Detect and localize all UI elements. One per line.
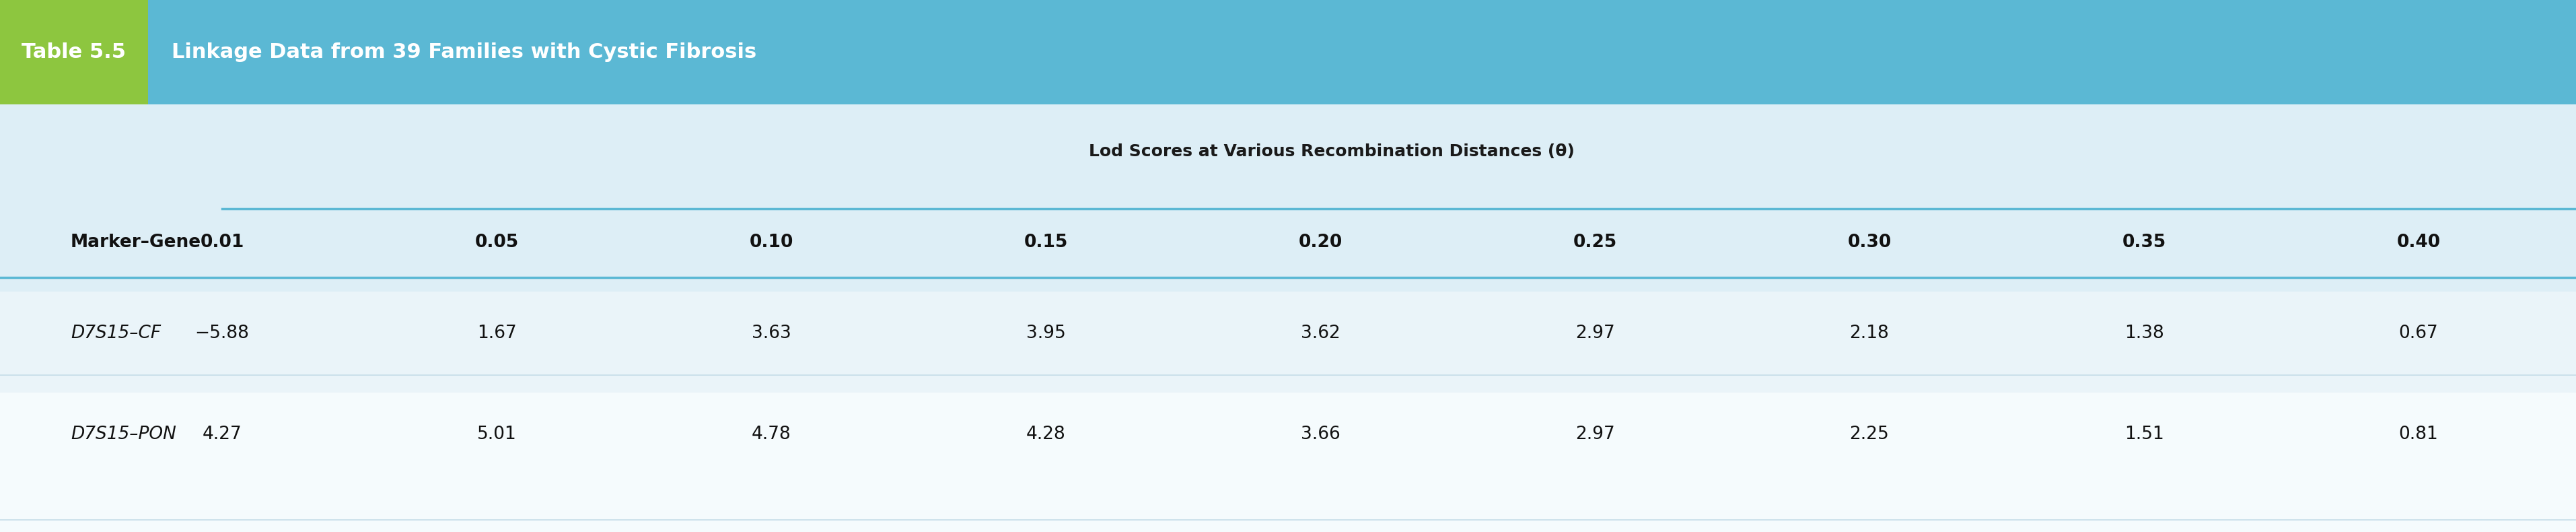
Text: 0.81: 0.81 — [2398, 426, 2439, 443]
Text: Lod Scores at Various Recombination Distances (θ): Lod Scores at Various Recombination Dist… — [1090, 144, 1574, 160]
Text: 0.40: 0.40 — [2396, 234, 2439, 251]
Text: 4.78: 4.78 — [752, 426, 791, 443]
Text: 3.62: 3.62 — [1301, 325, 1340, 342]
Text: 0.67: 0.67 — [2398, 325, 2439, 342]
FancyBboxPatch shape — [0, 292, 2576, 393]
Text: −5.88: −5.88 — [196, 325, 250, 342]
Text: Linkage Data from 39 Families with Cystic Fibrosis: Linkage Data from 39 Families with Cysti… — [173, 43, 757, 62]
FancyBboxPatch shape — [0, 104, 2576, 292]
Text: 3.95: 3.95 — [1025, 325, 1066, 342]
Text: 1.67: 1.67 — [477, 325, 515, 342]
Text: 0.20: 0.20 — [1298, 234, 1342, 251]
FancyBboxPatch shape — [147, 0, 2576, 104]
FancyBboxPatch shape — [0, 0, 147, 104]
Text: 1.38: 1.38 — [2125, 325, 2164, 342]
Text: D7S15–PON: D7S15–PON — [70, 426, 175, 443]
Text: D7S15–CF: D7S15–CF — [70, 325, 160, 342]
Text: 2.97: 2.97 — [1574, 325, 1615, 342]
Text: 3.66: 3.66 — [1301, 426, 1340, 443]
Text: 2.97: 2.97 — [1574, 426, 1615, 443]
Text: 4.27: 4.27 — [204, 426, 242, 443]
Text: 1.51: 1.51 — [2125, 426, 2164, 443]
Text: Marker–Gene: Marker–Gene — [70, 234, 201, 251]
Text: 2.18: 2.18 — [1850, 325, 1888, 342]
Text: 0.05: 0.05 — [474, 234, 518, 251]
Text: 3.63: 3.63 — [752, 325, 791, 342]
Text: Table 5.5: Table 5.5 — [21, 43, 126, 62]
Text: 2.25: 2.25 — [1850, 426, 1888, 443]
FancyBboxPatch shape — [0, 393, 2576, 532]
Text: 0.15: 0.15 — [1023, 234, 1066, 251]
Text: 0.01: 0.01 — [201, 234, 245, 251]
Text: 0.30: 0.30 — [1847, 234, 1891, 251]
Text: 0.25: 0.25 — [1574, 234, 1618, 251]
Text: 4.28: 4.28 — [1025, 426, 1066, 443]
Text: 0.10: 0.10 — [750, 234, 793, 251]
Text: 0.35: 0.35 — [2123, 234, 2166, 251]
Text: 5.01: 5.01 — [477, 426, 515, 443]
